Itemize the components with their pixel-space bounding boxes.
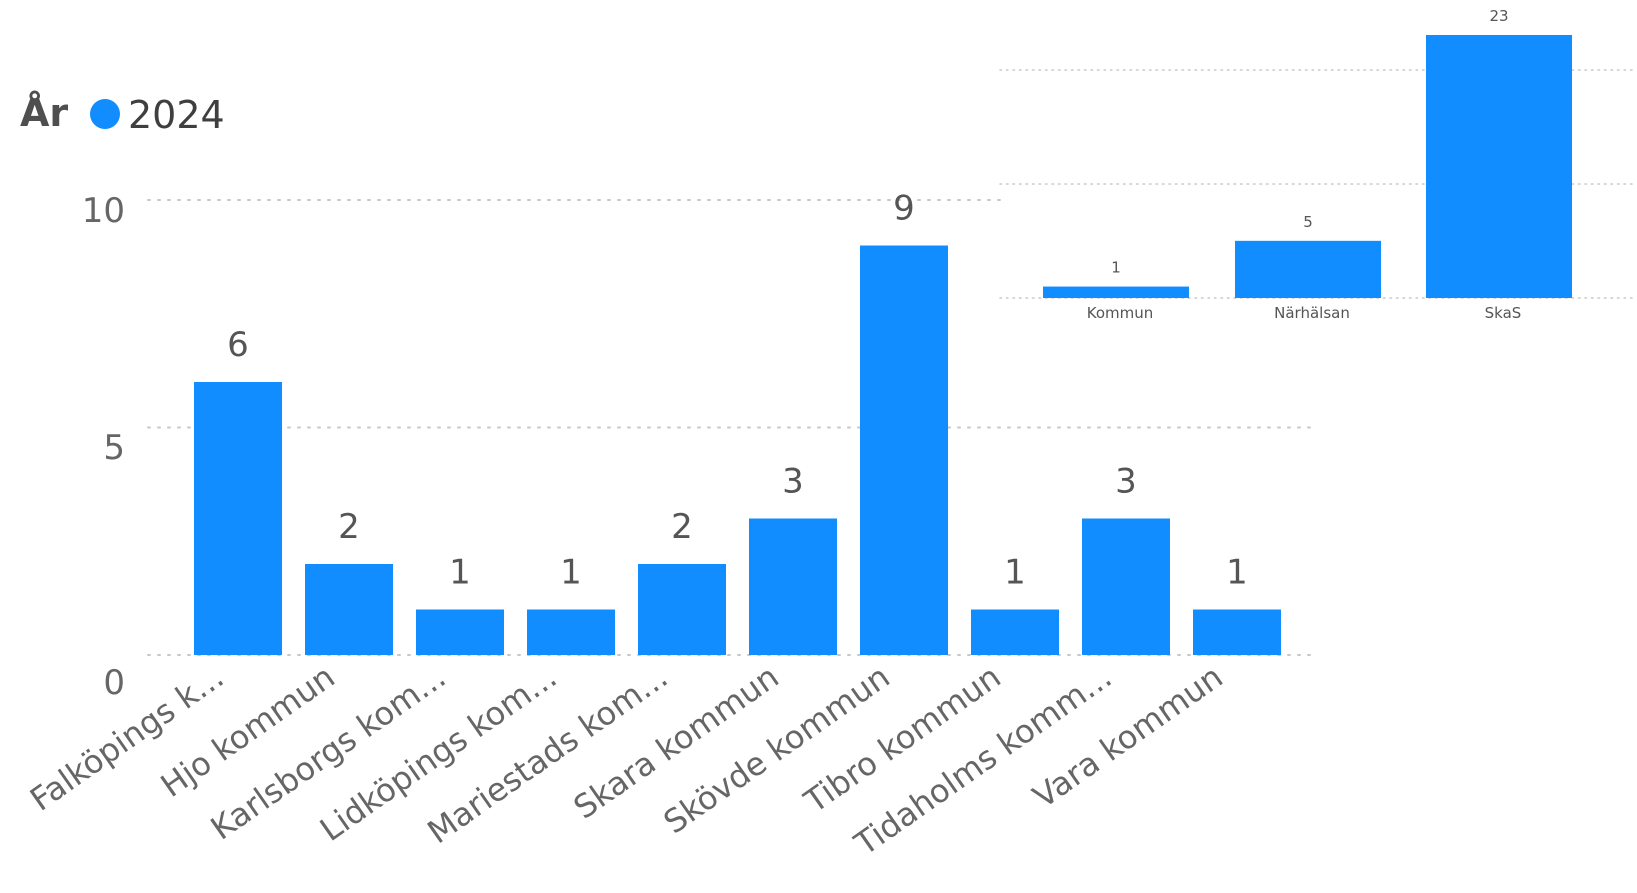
bar[interactable] [1426,35,1572,298]
category-label: Falköpings k... [23,657,230,818]
category-label: SkaS [1485,304,1522,322]
bar[interactable] [1082,518,1170,656]
data-label: 2 [338,507,360,547]
category-label: Närhälsan [1274,304,1350,322]
main-bars [194,245,1281,656]
legend-label-2024[interactable]: 2024 [128,93,225,137]
secondary-bars [1043,35,1572,298]
bar[interactable] [305,564,393,655]
y-tick-label-10: 10 [82,191,125,231]
main-y-axis: 0 5 10 [82,191,125,703]
data-label: 2 [671,507,693,547]
bar[interactable] [194,382,282,655]
legend[interactable]: År 2024 [20,91,225,137]
main-data-labels: 6 2 1 1 2 3 9 1 3 1 [227,189,1248,593]
main-gridlines [147,199,1311,656]
data-label: 1 [449,553,471,593]
legend-title: År [20,91,68,135]
secondary-category-axis: Kommun Närhälsan SkaS [1087,304,1522,322]
legend-marker-2024 [90,99,120,129]
data-label: 3 [1115,462,1137,502]
y-tick-label-0: 0 [103,663,125,703]
y-tick-label-5: 5 [103,428,125,468]
bar[interactable] [971,609,1059,656]
data-label: 1 [1111,259,1121,277]
bar[interactable] [1235,240,1381,298]
data-label: 5 [1303,213,1313,231]
category-label: Vara kommun [1026,657,1230,815]
bar[interactable] [1193,609,1281,656]
data-label: 3 [782,462,804,502]
bar[interactable] [860,245,948,656]
category-label: Kommun [1087,304,1154,322]
data-label: 1 [1226,553,1248,593]
bar[interactable] [749,518,837,656]
data-label: 1 [560,553,582,593]
data-label: 1 [1004,553,1026,593]
data-label: 23 [1489,7,1508,25]
data-label: 6 [227,325,249,365]
data-label: 9 [893,189,915,229]
bar[interactable] [638,564,726,655]
bar[interactable] [1043,286,1189,298]
bar[interactable] [527,609,615,656]
bar[interactable] [416,609,504,656]
